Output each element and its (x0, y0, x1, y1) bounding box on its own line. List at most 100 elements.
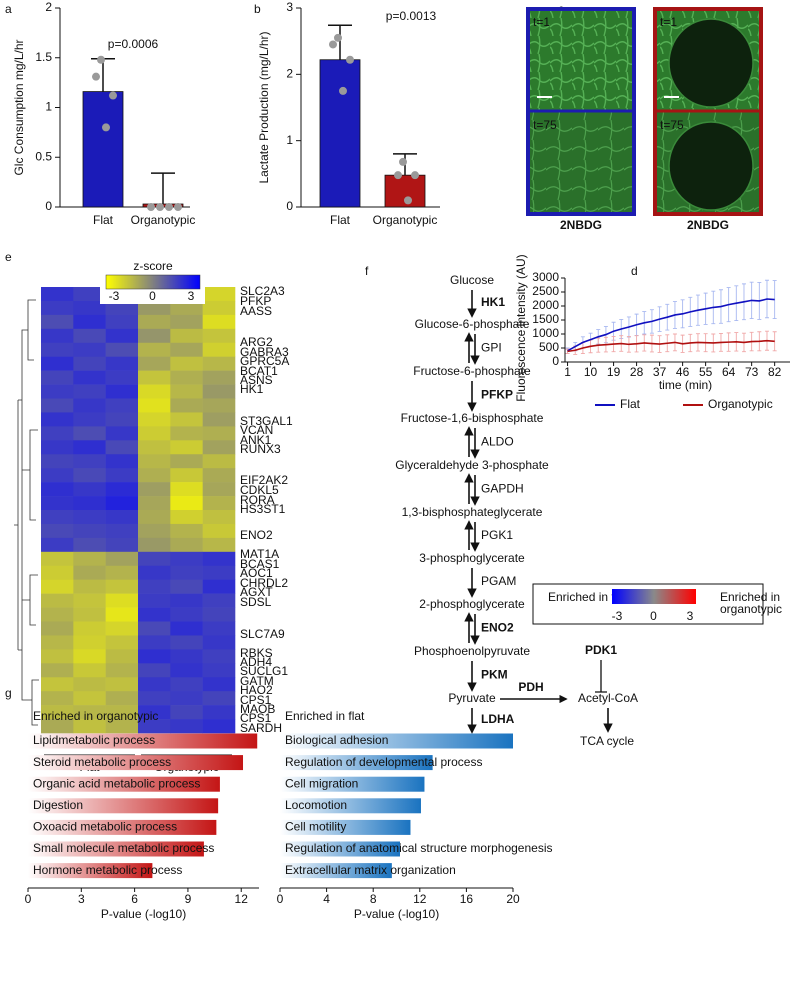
panel-label: a (5, 2, 12, 16)
legend-high-label: organotypic (720, 602, 782, 616)
heatmap-cell (170, 370, 203, 385)
heatmap-cell (73, 342, 106, 357)
heatmap-cell (41, 719, 74, 734)
heatmap-cell (73, 677, 106, 692)
gene-label: HS3ST1 (240, 502, 286, 516)
enzyme: ALDO (481, 435, 514, 449)
x-tick-label: 64 (722, 365, 736, 379)
chart-title: Enriched in flat (285, 709, 365, 723)
data-point (165, 203, 173, 211)
heatmap-cell (73, 719, 106, 734)
bar (280, 841, 400, 857)
heatmap-cell (41, 482, 74, 497)
heatmap-cell (138, 384, 171, 399)
heatmap-cell (41, 328, 74, 344)
y-tick-label: 1 (286, 133, 293, 147)
heatmap-cell (73, 663, 106, 678)
enzyme: PGK1 (481, 528, 513, 542)
heatmap-cell (41, 551, 74, 567)
series-line (567, 298, 775, 352)
heatmap-cell (41, 384, 74, 399)
y-tick-label: 0 (45, 199, 52, 213)
colorbar-tick-label: -3 (109, 289, 120, 303)
heatmap-cell (170, 300, 203, 316)
colorbar-tick-label: -3 (612, 609, 623, 623)
bar-label: Organic acid metabolic process (33, 776, 200, 790)
series-line (567, 339, 775, 353)
heatmap-cell (202, 593, 236, 608)
metabolite: Acetyl-CoA (578, 691, 638, 705)
x-tick-label: 1 (564, 365, 571, 379)
heatmap-cell (138, 719, 171, 734)
x-tick-label: 16 (460, 892, 474, 906)
heatmap-cell (202, 579, 236, 594)
heatmap-cell (202, 468, 236, 483)
enzyme: PFKP (481, 388, 513, 402)
heatmap-cell (170, 314, 203, 330)
y-tick-label: 3 (286, 0, 293, 14)
y-tick-label: 0 (552, 354, 559, 368)
heatmap-cell (41, 287, 74, 302)
bar (319, 59, 361, 208)
heatmap-cell (73, 607, 106, 622)
gene-label: RUNX3 (240, 442, 281, 456)
y-axis-label: Fluorescence intensity (AU) (514, 254, 528, 401)
heatmap-cell (138, 705, 171, 720)
x-axis-label: P-value (-log10) (101, 907, 186, 921)
bar-label: Steroid metabolic process (33, 755, 171, 769)
heatmap-cell (138, 593, 171, 608)
colorbar-tick-label: 3 (687, 609, 694, 623)
bar (280, 819, 411, 835)
heatmap-cell (202, 705, 236, 720)
gene-label: SLC2A3 (240, 284, 285, 298)
bar-label: Hormone metabolic process (33, 863, 182, 877)
gene-label: SUCLG1 (240, 664, 288, 678)
bar (28, 755, 244, 771)
heatmap-cell (105, 412, 139, 427)
colorbar-tick-label: 0 (650, 609, 657, 623)
gene-label: PFKP (240, 294, 271, 308)
enzyme: GAPDH (481, 482, 524, 496)
heatmap-cell (138, 523, 171, 539)
heatmap-cell (170, 649, 203, 664)
heatmap-cell (170, 412, 203, 427)
enzyme: PKM (481, 668, 508, 682)
heatmap-cell (202, 314, 236, 330)
enzyme: LDHA (481, 712, 515, 726)
metabolite: Pyruvate (448, 691, 496, 705)
heatmap-cell (105, 663, 139, 678)
gene-label: GABRA3 (240, 345, 289, 359)
heatmap-cell (202, 523, 236, 539)
data-point (339, 86, 347, 95)
heatmap-cell (105, 314, 139, 330)
data-point (404, 196, 412, 205)
x-tick-label: 28 (630, 365, 644, 379)
heatmap-cell (41, 426, 74, 441)
heatmap-cell (202, 426, 236, 441)
heatmap-cell (105, 649, 139, 664)
gene-label: ADH4 (240, 655, 272, 669)
heatmap-cell (202, 496, 236, 511)
y-tick-label: 1000 (532, 326, 559, 340)
heatmap-cell (105, 342, 139, 357)
heatmap-cell (138, 635, 171, 650)
heatmap-cell (41, 649, 74, 664)
heatmap-cell (73, 565, 106, 580)
heatmap-cell (170, 691, 203, 706)
heatmap-cell (202, 300, 236, 316)
legend-label: Organotypic (708, 397, 773, 411)
x-tick-label: Flat (330, 213, 351, 227)
legend-low-label: Enriched in flat (548, 590, 628, 604)
heatmap-cell (73, 621, 106, 636)
gene-label: AOC1 (240, 566, 273, 580)
heatmap-cell (105, 579, 139, 594)
bar-label: Extracellular matrix organization (285, 863, 456, 877)
image-caption: 2NBDG (687, 218, 729, 232)
heatmap-cell (73, 496, 106, 511)
heatmap-cell (73, 593, 106, 608)
heatmap-cell (73, 649, 106, 664)
x-tick-label: 12 (413, 892, 427, 906)
heatmap-cell (41, 356, 74, 371)
bar-label: Lipidmetabolic process (33, 733, 155, 747)
gene-label: HK1 (240, 382, 264, 396)
